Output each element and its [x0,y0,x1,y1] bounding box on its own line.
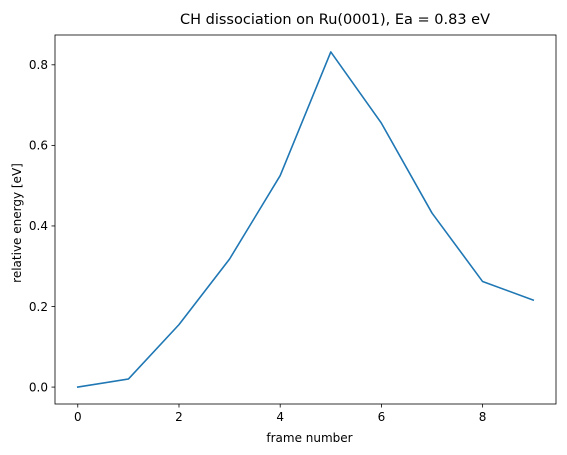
chart-title: CH dissociation on Ru(0001), Ea = 0.83 e… [180,12,490,28]
x-tick-label: 2 [175,410,183,424]
series-line-energy [76,51,535,388]
y-tick-label: 0.2 [29,300,48,314]
plot-area [54,34,557,405]
x-tick-label: 4 [276,410,284,424]
plot-frame [54,34,557,405]
x-tick-label: 0 [74,410,82,424]
y-tick-label: 0.0 [29,380,48,394]
y-tick-label: 0.4 [29,219,48,233]
x-tick-label: 6 [378,410,386,424]
x-axis: 0 2 4 6 8 [74,404,486,424]
x-tick-label: 8 [479,410,487,424]
x-axis-label: frame number [266,431,352,445]
y-axis: 0.0 0.2 0.4 0.6 0.8 [29,58,55,394]
y-tick-label: 0.6 [29,139,48,153]
y-tick-label: 0.8 [29,58,48,72]
y-axis-label: relative energy [eV] [10,163,24,283]
